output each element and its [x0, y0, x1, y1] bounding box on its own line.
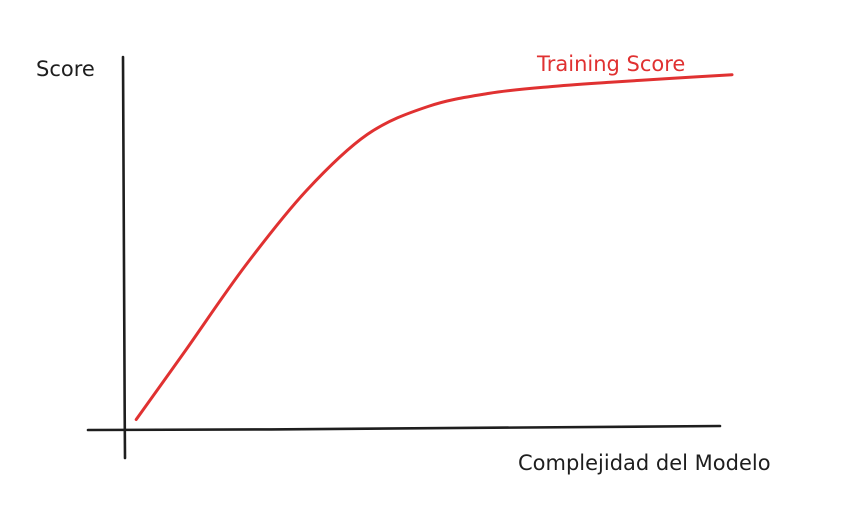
series-label-training-score: Training Score — [536, 52, 685, 76]
y-axis-label: Score — [36, 57, 95, 81]
x-axis — [86, 424, 722, 432]
y-axis — [121, 55, 127, 460]
series-layer — [134, 73, 734, 421]
x-axis-label: Complejidad del Modelo — [518, 451, 771, 475]
series-line-0 — [134, 73, 734, 421]
